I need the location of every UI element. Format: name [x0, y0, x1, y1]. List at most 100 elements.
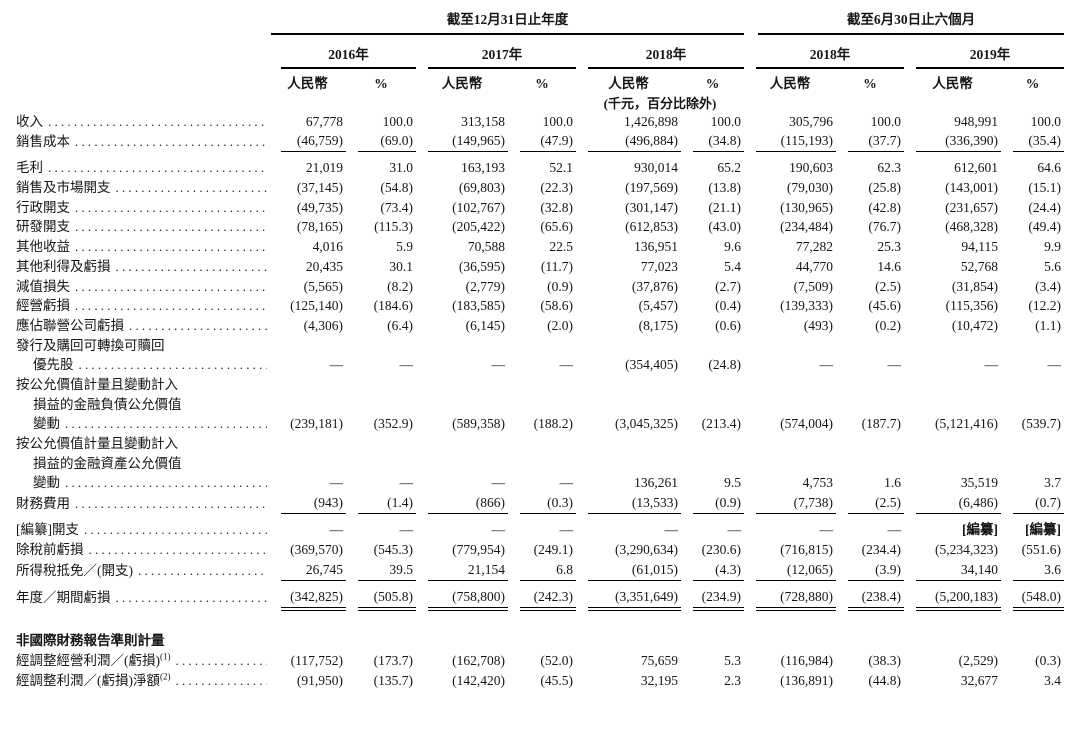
value-cell-pct: —	[727, 522, 742, 538]
value-cell-pct: —	[559, 357, 574, 373]
dotted-leader	[129, 319, 267, 334]
value-cell-pct: (44.8)	[868, 672, 902, 688]
value-cell-rmb: —	[491, 357, 506, 373]
value-cell-rmb: (5,457)	[638, 298, 678, 314]
value-cell-pct: (135.7)	[373, 672, 413, 688]
value-cell-pct: (32.8)	[540, 199, 573, 215]
value-cell-pct: 3.6	[1001, 560, 1065, 581]
value-cell-rmb: (69,803)	[458, 180, 505, 196]
dotted-leader	[79, 358, 268, 373]
value-cell-pct: (2.0)	[547, 317, 573, 333]
unit-note-row: (千元，百分比除外)	[16, 93, 1064, 112]
value-cell-rmb: —	[329, 357, 344, 373]
value-cell-pct: (38.3)	[868, 653, 902, 668]
row-label: 按公允價值計量且變動計入 損益的金融負債公允價值 變動	[16, 375, 269, 434]
value-cell-rmb: —	[329, 475, 344, 491]
row-label: 經營虧損	[16, 297, 269, 317]
col-header-currency: 人民幣	[287, 76, 328, 91]
value-cell-rmb: (301,147)	[625, 199, 678, 215]
table-row: 除稅前虧損 (369,570) (545.3) (779,954) (249.1) (3,…	[16, 540, 1064, 560]
value-cell-rmb: —	[491, 475, 506, 491]
value-cell-rmb: 26,745	[269, 560, 346, 581]
value-cell-rmb: (4,306)	[303, 317, 343, 333]
dotted-leader	[75, 201, 267, 216]
value-cell-rmb: (612,853)	[625, 219, 678, 235]
table-row: 減值損失 (5,565) (8.2) (2,779) (0.9) (37,876) (2.7…	[16, 277, 1064, 297]
value-cell-pct: 52.1	[549, 160, 573, 176]
value-cell-pct: (65.6)	[540, 219, 573, 235]
table-row: 經調整經營利潤／(虧損)(1) (117,752) (173.7) (162,708)…	[16, 651, 1064, 671]
period-group-header: 截至6月30日止六個月	[744, 6, 1065, 35]
value-cell-pct: (43.0)	[708, 219, 742, 235]
value-cell-pct: (52.0)	[540, 653, 573, 668]
value-cell-pct: (234.4)	[861, 541, 902, 557]
value-cell-pct: (69.0)	[346, 132, 416, 153]
value-cell-pct: (35.4)	[1001, 132, 1065, 153]
table-row: 其他利得及虧損 20,435 30.1 (36,595) (11.7) 77,023 5.4…	[16, 257, 1064, 277]
value-cell-rmb: 313,158	[461, 113, 505, 129]
value-cell-pct: (58.6)	[540, 298, 573, 314]
value-cell-rmb: —	[984, 357, 999, 373]
value-cell-rmb: 21,154	[416, 560, 508, 581]
value-cell-pct: (3.4)	[1035, 278, 1062, 294]
value-cell-rmb: (37,145)	[296, 180, 343, 196]
value-cell-rmb: (2,529)	[958, 653, 999, 668]
value-cell-pct: (0.6)	[715, 317, 742, 333]
value-cell-pct: 9.5	[724, 475, 742, 491]
value-cell-pct: 3.4	[1044, 672, 1062, 688]
col-header-percent: %	[1025, 76, 1040, 91]
table-header: 截至12月31日止年度 截至6月30日止六個月 2016年 2017年 2018年 201…	[16, 6, 1065, 112]
value-cell-pct: (242.3)	[508, 581, 576, 612]
table-row: 研發開支 (78,165) (115.3) (205,422) (65.6) (612,8…	[16, 218, 1064, 238]
value-cell-pct: (0.7)	[1001, 493, 1065, 515]
value-cell-rmb: (136,891)	[780, 672, 834, 688]
value-cell-pct: —	[887, 357, 902, 373]
table-row: 銷售及市場開支 (37,145) (54.8) (69,803) (22.3) (197,…	[16, 178, 1064, 198]
row-label: 年度／期間虧損	[16, 581, 269, 608]
unit-note-cell: (千元，百分比除外)	[576, 93, 744, 112]
table-row: 銷售成本(46,759)(69.0)(149,965)(47.9)(496,88…	[16, 132, 1065, 153]
value-cell-rmb: (6,145)	[465, 317, 505, 333]
value-cell-rmb: 136,261	[634, 475, 678, 491]
dotted-leader	[84, 523, 267, 538]
value-cell-rmb: (7,509)	[793, 278, 834, 294]
value-cell-rmb: (79,030)	[786, 180, 834, 196]
dotted-leader	[48, 115, 267, 130]
value-cell-pct: (0.9)	[547, 278, 573, 294]
value-cell-pct: (1.1)	[1035, 317, 1062, 333]
value-cell-rmb: (78,165)	[296, 219, 343, 235]
dotted-leader	[176, 674, 268, 689]
table-body: 收入 67,778 100.0 313,158 100.0 1,426,898 100.0 3…	[16, 112, 1065, 691]
col-header-currency: 人民幣	[769, 76, 811, 91]
value-cell-rmb: (5,565)	[303, 278, 343, 294]
value-cell-rmb: (3,290,634)	[615, 541, 678, 557]
financial-statement-table: 截至12月31日止年度 截至6月30日止六個月 2016年 2017年 2018年 201…	[16, 6, 1065, 691]
value-cell-rmb: (116,984)	[780, 653, 834, 668]
table-row: 行政開支 (49,735) (73.4) (102,767) (32.8) (301,14…	[16, 198, 1064, 218]
value-cell-pct: (2.5)	[836, 493, 905, 515]
dotted-leader	[75, 135, 267, 150]
value-cell-pct: 22.5	[549, 239, 573, 255]
value-cell-pct: (238.4)	[836, 581, 905, 612]
value-cell-pct: —	[1047, 357, 1062, 373]
value-cell-pct: —	[559, 475, 574, 491]
dotted-leader	[75, 299, 267, 314]
value-cell-rmb: (369,570)	[290, 541, 343, 557]
value-cell-pct: (0.3)	[508, 493, 576, 515]
value-cell-pct: (551.6)	[1021, 541, 1062, 557]
value-cell-pct: 2.3	[724, 672, 742, 688]
value-cell-rmb: (115,193)	[744, 132, 837, 153]
col-header-percent: %	[863, 76, 877, 91]
value-cell-rmb: (342,825)	[269, 581, 346, 612]
value-cell-rmb: (102,767)	[452, 199, 505, 215]
value-cell-rmb: 52,768	[960, 258, 999, 274]
value-cell-rmb: 20,435	[305, 258, 343, 274]
value-cell-pct: (13.8)	[708, 180, 742, 196]
value-cell-pct: 65.2	[717, 160, 742, 176]
value-cell-pct: 25.3	[877, 239, 902, 255]
value-cell-rmb: (779,954)	[452, 541, 505, 557]
value-cell-pct: —	[399, 522, 414, 538]
value-cell-pct: 64.6	[1037, 160, 1062, 176]
year-header: 2018年	[576, 35, 745, 69]
